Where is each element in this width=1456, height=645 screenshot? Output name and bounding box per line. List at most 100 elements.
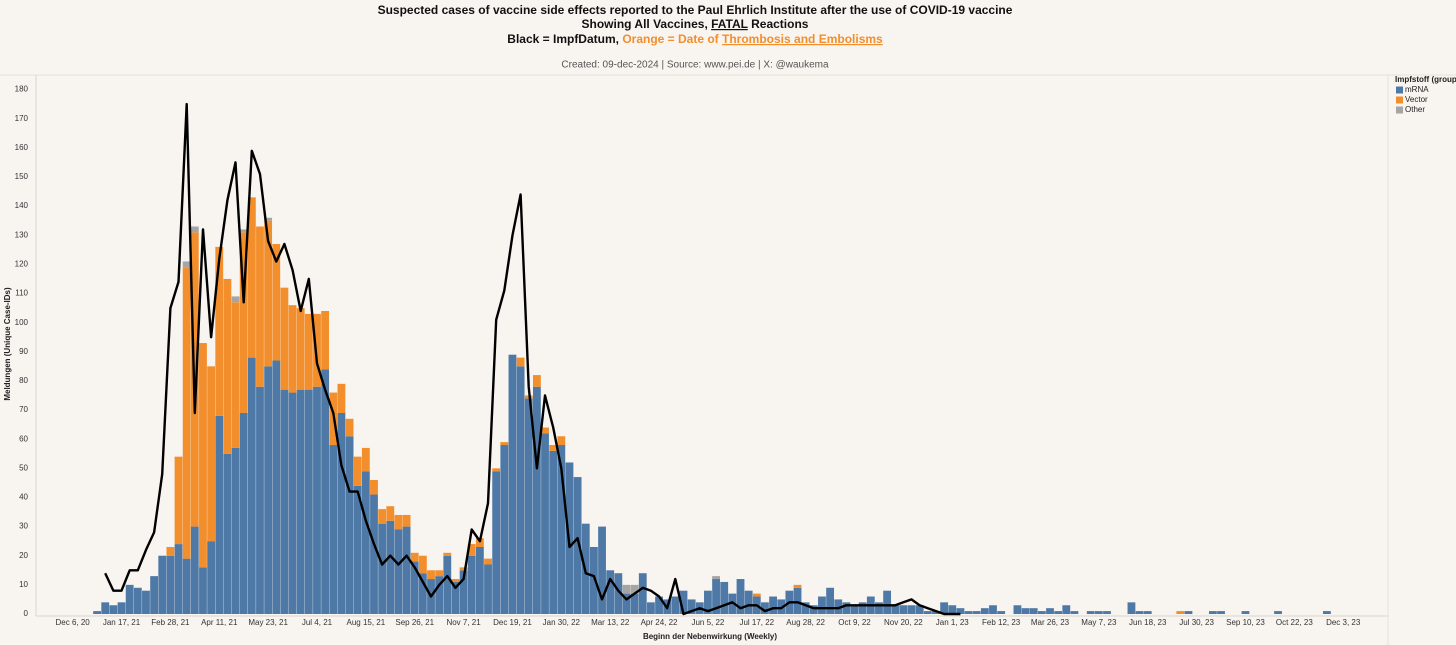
bar [956, 608, 965, 614]
bar [272, 360, 281, 614]
chart-subtitle: Created: 09-dec-2024 | Source: www.pei.d… [561, 60, 829, 71]
y-tick-label: 40 [19, 493, 28, 502]
bar [475, 538, 484, 547]
bar [1323, 611, 1331, 614]
legend-swatch [1396, 106, 1403, 114]
bar [264, 217, 273, 221]
y-tick-label: 70 [19, 405, 28, 414]
bar [288, 392, 297, 614]
bar [459, 570, 468, 614]
bar [744, 590, 753, 614]
bar [850, 605, 859, 614]
bar [549, 450, 558, 614]
bar [296, 389, 305, 614]
bar [1029, 608, 1038, 614]
bar [638, 573, 647, 614]
bar [1054, 611, 1063, 614]
y-tick-label: 30 [19, 522, 28, 531]
bar [443, 555, 452, 614]
bar [443, 552, 452, 556]
bar [1046, 608, 1054, 614]
bar [1086, 611, 1095, 614]
bar [166, 546, 175, 556]
bar [899, 605, 908, 614]
bar [223, 278, 232, 454]
bar [573, 477, 582, 614]
bar [1176, 611, 1185, 614]
x-tick-label: May 23, 21 [248, 618, 288, 627]
x-axis-title: Beginn der Nebenwirkung (Weekly) [643, 632, 777, 641]
bar [932, 611, 940, 614]
bar [834, 599, 843, 614]
bar [989, 605, 997, 614]
x-tick-label: Dec 3, 23 [1326, 618, 1361, 627]
bar [199, 567, 207, 614]
bar [304, 389, 313, 614]
bar [93, 611, 101, 614]
bar [1127, 602, 1136, 614]
bar [500, 445, 509, 614]
bar [345, 436, 354, 614]
x-tick-label: Sep 10, 23 [1226, 618, 1265, 627]
bar [1070, 611, 1079, 614]
bar [182, 558, 191, 614]
bar [304, 313, 313, 390]
bar [467, 555, 476, 614]
bar [280, 389, 289, 614]
bar [394, 514, 403, 530]
bar [712, 579, 720, 614]
bar [858, 602, 867, 614]
title-text: Black = ImpfDatum, [507, 32, 622, 46]
bar [239, 412, 248, 614]
bar [557, 445, 566, 614]
bar [451, 579, 460, 582]
bar [435, 570, 444, 577]
x-tick-label: Jan 17, 21 [103, 618, 141, 627]
x-tick-label: Dec 6, 20 [56, 618, 91, 627]
title-text: Orange = Date of [622, 32, 722, 46]
bar [1062, 605, 1071, 614]
bar [402, 514, 411, 527]
y-tick-label: 170 [15, 114, 29, 123]
bar [207, 541, 216, 614]
bar [524, 398, 533, 614]
bar [410, 552, 419, 562]
y-tick-label: 140 [15, 201, 29, 210]
bar [875, 602, 883, 614]
bar [980, 608, 989, 614]
bar [361, 471, 370, 614]
bar [418, 573, 427, 614]
bar [516, 366, 525, 614]
y-tick-label: 80 [19, 376, 28, 385]
x-tick-label: Mar 26, 23 [1031, 618, 1070, 627]
bar [655, 596, 663, 614]
bar [247, 357, 256, 614]
x-tick-label: Mar 13, 22 [591, 618, 630, 627]
title-text: Reactions [748, 17, 809, 31]
bar [492, 471, 501, 614]
bar [516, 357, 525, 367]
bar [484, 564, 492, 614]
bar [606, 570, 615, 614]
bar [313, 313, 321, 387]
bar [500, 442, 509, 446]
bar [150, 576, 159, 614]
bar [622, 584, 631, 594]
legend-swatch [1396, 96, 1403, 104]
bar [199, 343, 207, 568]
legend-swatch [1396, 86, 1403, 94]
x-tick-label: Jul 30, 23 [1179, 618, 1214, 627]
bar [313, 386, 321, 614]
bar [435, 576, 444, 614]
bar [818, 596, 826, 614]
bar [142, 590, 150, 614]
bar [923, 611, 932, 614]
bar [418, 555, 427, 574]
bar [272, 243, 281, 361]
title-text: FATAL [711, 17, 748, 31]
x-tick-label: Oct 22, 23 [1276, 618, 1313, 627]
bar [386, 520, 395, 614]
bar [793, 587, 802, 614]
bar [190, 226, 199, 233]
bar [614, 573, 623, 614]
